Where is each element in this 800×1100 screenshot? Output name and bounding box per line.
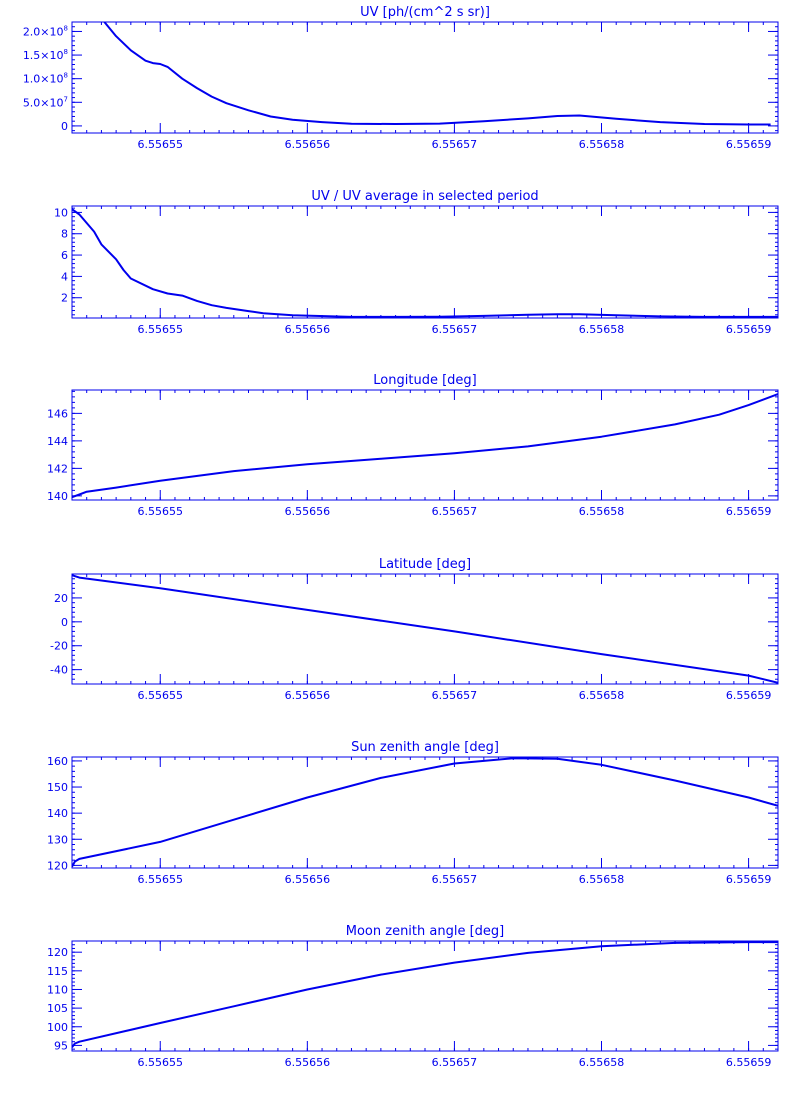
panel-5: Sun zenith angle [deg] 6.55655 6.55656 6.55… xyxy=(47,740,779,886)
x-tick-label: 6.55656 xyxy=(285,505,331,518)
y-tick-label: 95 xyxy=(54,1039,68,1052)
series-line xyxy=(72,393,778,499)
plot-frame xyxy=(71,756,779,869)
y-tick-label: 100 xyxy=(47,1021,68,1034)
x-tick-label: 6.55655 xyxy=(138,138,184,151)
x-tick-label: 6.55657 xyxy=(432,505,478,518)
x-tick-label: 6.55656 xyxy=(285,1056,331,1069)
x-tick-label: 6.55655 xyxy=(138,323,184,336)
x-tick-label: 6.55655 xyxy=(138,689,184,702)
x-tick-label: 6.55659 xyxy=(726,689,772,702)
panel-1: UV [ph/(cm^2 s sr)] 6.55655 6.55656 6.55657… xyxy=(23,5,779,151)
y-tick-label: 10 xyxy=(54,206,68,219)
plot-frame xyxy=(71,389,779,501)
x-tick-label: 6.55656 xyxy=(285,689,331,702)
plot-frame xyxy=(71,205,779,319)
x-tick-label: 6.55659 xyxy=(726,873,772,886)
series-line xyxy=(72,757,778,868)
plot-frame xyxy=(71,21,779,134)
y-tick-label: 115 xyxy=(47,965,68,978)
y-tick-label: 140 xyxy=(47,807,68,820)
y-tick-base: 1.0×10 xyxy=(23,73,64,86)
y-tick-label: 150 xyxy=(47,781,68,794)
panel-title: UV [ph/(cm^2 s sr)] xyxy=(360,5,490,20)
y-tick-label: 120 xyxy=(47,946,68,959)
x-tick-label: 6.55657 xyxy=(432,689,478,702)
y-tick-label: 2 xyxy=(61,292,68,305)
y-tick-label: 120 xyxy=(47,859,68,872)
panel-title: Longitude [deg] xyxy=(373,373,476,388)
y-tick-label: 1.5×108 xyxy=(23,48,68,62)
panel-2: UV / UV average in selected period 6.5565… xyxy=(54,189,779,336)
y-tick-label: 130 xyxy=(47,833,68,846)
y-tick-exponent: 8 xyxy=(64,72,68,80)
y-tick-label: 5.0×107 xyxy=(23,95,68,109)
panel-6: Moon zenith angle [deg] 6.55655 6.55656 6.5… xyxy=(47,924,779,1069)
panel-3: Longitude [deg] 6.55655 6.55656 6.55657 6.55… xyxy=(47,373,779,518)
y-tick-label: 160 xyxy=(47,755,68,768)
x-tick-label: 6.55656 xyxy=(285,138,331,151)
x-tick-label: 6.55658 xyxy=(579,505,625,518)
y-tick-label: 0 xyxy=(61,120,68,133)
x-tick-label: 6.55655 xyxy=(138,873,184,886)
x-tick-label: 6.55659 xyxy=(726,505,772,518)
y-tick-label: -20 xyxy=(50,640,68,653)
panel-title: Moon zenith angle [deg] xyxy=(346,924,504,939)
y-tick-label: 105 xyxy=(47,1002,68,1015)
x-tick-label: 6.55657 xyxy=(432,873,478,886)
series-line xyxy=(72,208,778,318)
x-tick-label: 6.55658 xyxy=(579,689,625,702)
y-tick-label: 2.0×108 xyxy=(23,24,68,38)
y-tick-label: 142 xyxy=(47,462,68,475)
y-tick-base: 5.0×10 xyxy=(23,96,64,109)
panel-4: Latitude [deg] 6.55655 6.55656 6.55657 6.556… xyxy=(50,557,779,702)
x-tick-label: 6.55659 xyxy=(726,138,772,151)
plot-frame xyxy=(71,940,779,1052)
y-tick-label: 146 xyxy=(47,407,68,420)
series-line xyxy=(72,574,778,684)
y-tick-label: 0 xyxy=(61,616,68,629)
y-tick-exponent: 8 xyxy=(64,48,68,56)
x-tick-label: 6.55656 xyxy=(285,323,331,336)
x-tick-label: 6.55657 xyxy=(432,323,478,336)
y-tick-label: 110 xyxy=(47,983,68,996)
x-tick-label: 6.55655 xyxy=(138,1056,184,1069)
x-tick-label: 6.55658 xyxy=(579,873,625,886)
y-tick-label: -40 xyxy=(50,664,68,677)
x-tick-label: 6.55657 xyxy=(432,1056,478,1069)
y-tick-label: 6 xyxy=(61,249,68,262)
x-tick-label: 6.55659 xyxy=(726,1056,772,1069)
panel-title: UV / UV average in selected period xyxy=(311,189,538,204)
y-tick-label: 20 xyxy=(54,592,68,605)
x-tick-label: 6.55658 xyxy=(579,1056,625,1069)
y-tick-label: 140 xyxy=(47,490,68,503)
y-tick-exponent: 8 xyxy=(64,24,68,32)
x-tick-label: 6.55659 xyxy=(726,323,772,336)
x-tick-label: 6.55657 xyxy=(432,138,478,151)
y-tick-label: 4 xyxy=(61,270,68,283)
x-tick-label: 6.55655 xyxy=(138,505,184,518)
x-tick-label: 6.55658 xyxy=(579,138,625,151)
y-tick-base: 0 xyxy=(61,120,68,133)
panel-title: Sun zenith angle [deg] xyxy=(351,740,499,755)
y-tick-base: 1.5×10 xyxy=(23,49,64,62)
x-tick-label: 6.55658 xyxy=(579,323,625,336)
y-tick-exponent: 7 xyxy=(64,95,68,103)
series-line xyxy=(72,941,778,1048)
x-tick-label: 6.55656 xyxy=(285,873,331,886)
y-tick-label: 144 xyxy=(47,435,68,448)
y-tick-label: 1.0×108 xyxy=(23,72,68,86)
y-tick-label: 8 xyxy=(61,228,68,241)
y-tick-base: 2.0×10 xyxy=(23,25,64,38)
series-line xyxy=(103,22,771,126)
panel-title: Latitude [deg] xyxy=(379,557,471,572)
